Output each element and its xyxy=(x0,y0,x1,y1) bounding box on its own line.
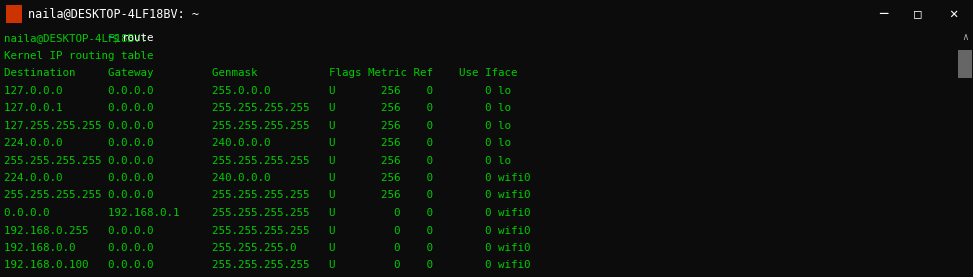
Text: 255.255.255.255 0.0.0.0         255.255.255.255   U       256    0        0 lo: 255.255.255.255 0.0.0.0 255.255.255.255 … xyxy=(4,155,511,165)
Text: route: route xyxy=(122,33,154,43)
Text: 255.255.255.255 0.0.0.0         255.255.255.255   U       256    0        0 wifi: 255.255.255.255 0.0.0.0 255.255.255.255 … xyxy=(4,191,530,201)
Text: 127.255.255.255 0.0.0.0         255.255.255.255   U       256    0        0 lo: 127.255.255.255 0.0.0.0 255.255.255.255 … xyxy=(4,120,511,130)
Text: 127.0.0.1       0.0.0.0         255.255.255.255   U       256    0        0 lo: 127.0.0.1 0.0.0.0 255.255.255.255 U 256 … xyxy=(4,103,511,113)
Text: 224.0.0.0       0.0.0.0         240.0.0.0         U       256    0        0 wifi: 224.0.0.0 0.0.0.0 240.0.0.0 U 256 0 0 wi… xyxy=(4,173,530,183)
Text: □: □ xyxy=(915,7,921,20)
Text: 224.0.0.0       0.0.0.0         240.0.0.0         U       256    0        0 lo: 224.0.0.0 0.0.0.0 240.0.0.0 U 256 0 0 lo xyxy=(4,138,511,148)
Text: $: $ xyxy=(112,33,125,43)
Text: 192.168.0.0     0.0.0.0         255.255.255.0     U         0    0        0 wifi: 192.168.0.0 0.0.0.0 255.255.255.0 U 0 0 … xyxy=(4,243,530,253)
FancyBboxPatch shape xyxy=(6,5,22,23)
Text: naila@DESKTOP-4LF18BV: ~: naila@DESKTOP-4LF18BV: ~ xyxy=(28,7,199,20)
Text: 0.0.0.0         192.168.0.1     255.255.255.255   U         0    0        0 wifi: 0.0.0.0 192.168.0.1 255.255.255.255 U 0 … xyxy=(4,208,530,218)
Text: Kernel IP routing table: Kernel IP routing table xyxy=(4,50,154,60)
Text: ~: ~ xyxy=(107,33,114,43)
Text: ─: ─ xyxy=(879,7,887,21)
Text: naila@DESKTOP-4LF18BV:: naila@DESKTOP-4LF18BV: xyxy=(4,33,147,43)
Text: 192.168.0.255   0.0.0.0         255.255.255.255   U         0    0        0 wifi: 192.168.0.255 0.0.0.0 255.255.255.255 U … xyxy=(4,225,530,235)
Text: 127.0.0.0       0.0.0.0         255.0.0.0         U       256    0        0 lo: 127.0.0.0 0.0.0.0 255.0.0.0 U 256 0 0 lo xyxy=(4,86,511,96)
Text: 192.168.0.100   0.0.0.0         255.255.255.255   U         0    0        0 wifi: 192.168.0.100 0.0.0.0 255.255.255.255 U … xyxy=(4,260,530,271)
Text: Destination     Gateway         Genmask           Flags Metric Ref    Use Iface: Destination Gateway Genmask Flags Metric… xyxy=(4,68,518,78)
FancyBboxPatch shape xyxy=(958,50,972,78)
Text: ∧: ∧ xyxy=(962,32,968,42)
Text: ✕: ✕ xyxy=(949,7,957,21)
